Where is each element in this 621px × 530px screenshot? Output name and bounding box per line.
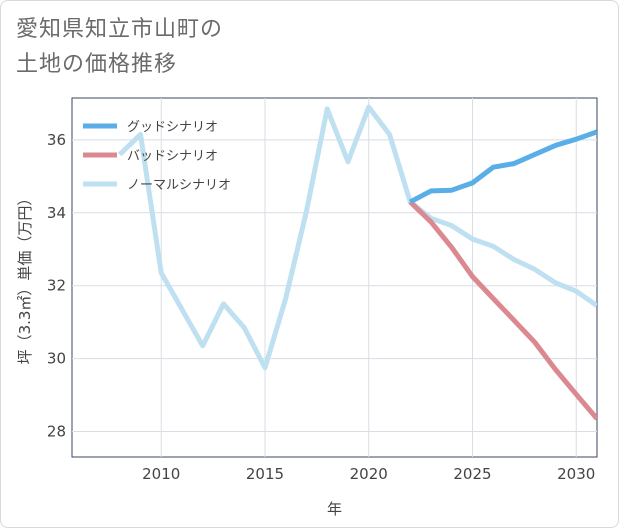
x-tick-label: 2015 bbox=[246, 465, 284, 483]
y-tick-label: 34 bbox=[47, 204, 66, 222]
legend-label-2: ノーマルシナリオ bbox=[127, 178, 231, 193]
legend-label-0: グッドシナリオ bbox=[127, 120, 218, 135]
x-tick-label: 2020 bbox=[350, 465, 388, 483]
chart-title: 愛知県知立市山町の 土地の価格推移 bbox=[16, 17, 224, 77]
legend-label-1: バッドシナリオ bbox=[127, 149, 218, 164]
series-line-0 bbox=[409, 129, 597, 205]
series-line-2 bbox=[117, 104, 597, 371]
y-axis-title: 坪（3.3㎡）単価（万円） bbox=[16, 191, 34, 365]
series-lines bbox=[117, 104, 597, 421]
x-tick-label: 2030 bbox=[557, 465, 595, 483]
y-tick-label: 32 bbox=[47, 277, 66, 295]
series-line-1 bbox=[408, 200, 597, 421]
y-tick-label: 28 bbox=[47, 422, 66, 440]
y-tick-label: 36 bbox=[47, 131, 66, 149]
x-tick-label: 2010 bbox=[142, 465, 180, 483]
x-tick-label: 2025 bbox=[453, 465, 491, 483]
y-tick-label: 30 bbox=[47, 350, 66, 368]
tick-labels: 2010 2015 2020 2025 2030 28 30 32 34 36 bbox=[47, 131, 595, 483]
plot-area bbox=[71, 97, 598, 458]
x-axis-title: 年 bbox=[327, 500, 342, 518]
